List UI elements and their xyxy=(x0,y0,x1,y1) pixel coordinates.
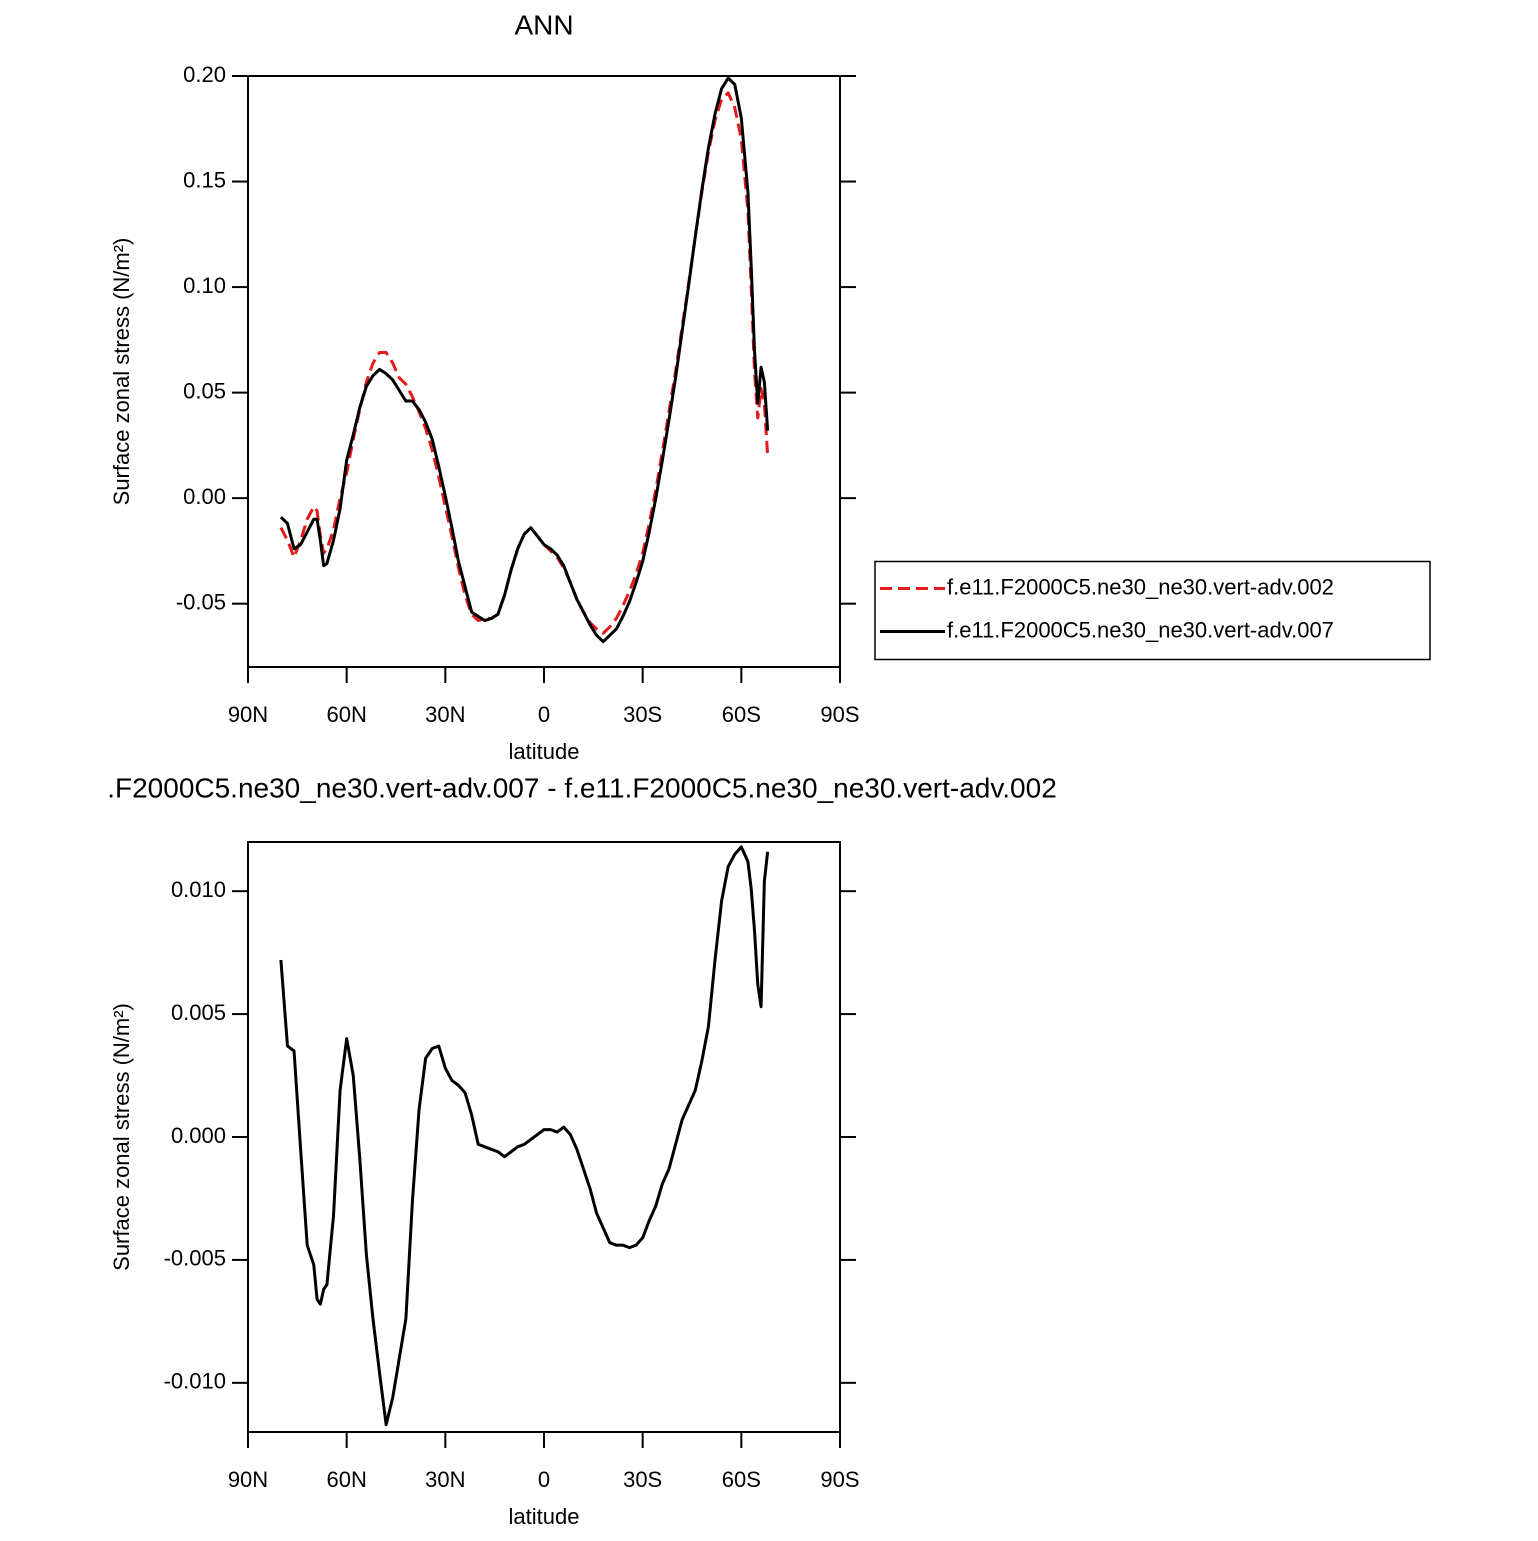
chart-panel: ANN latitude Surface zonal stress (N/m²) 0.… xyxy=(109,9,1431,764)
y-tick-label: 0.010 xyxy=(171,877,226,902)
y-tick-label: 0.000 xyxy=(171,1123,226,1148)
x-tick-label: 30N xyxy=(425,1467,465,1492)
x-tick-label: 30S xyxy=(623,702,662,727)
y-tick-label: 0.005 xyxy=(171,1000,226,1025)
data-line xyxy=(279,845,770,1427)
plot-frame xyxy=(247,841,841,1433)
data-line xyxy=(279,91,770,635)
legend-label: f.e11.F2000C5.ne30_ne30.vert-adv.007 xyxy=(947,617,1334,642)
x-tick-label: 30N xyxy=(425,702,465,727)
y-tick-label: -0.010 xyxy=(164,1369,226,1394)
y-axis-label: Surface zonal stress (N/m²) xyxy=(109,1003,134,1271)
y-tick-label: 0.10 xyxy=(183,273,226,298)
x-tick-label: 60S xyxy=(722,702,761,727)
x-tick-label: 90N xyxy=(228,1467,268,1492)
x-tick-label: 60N xyxy=(326,1467,366,1492)
x-tick-label: 90S xyxy=(820,702,859,727)
x-tick-label: 0 xyxy=(538,1467,550,1492)
x-tick-label: 0 xyxy=(538,702,550,727)
chart-title: .F2000C5.ne30_ne30.vert-adv.007 - f.e11.… xyxy=(107,772,1057,803)
x-tick-label: 90S xyxy=(820,1467,859,1492)
y-tick-label: 0.20 xyxy=(183,62,226,87)
legend-box xyxy=(874,560,1431,661)
y-tick-label: 0.05 xyxy=(183,378,226,403)
chart-title: ANN xyxy=(514,9,573,40)
y-tick-label: 0.15 xyxy=(183,167,226,192)
y-tick-label: -0.005 xyxy=(164,1246,226,1271)
y-tick-label: -0.05 xyxy=(176,589,226,614)
data-line xyxy=(279,76,770,644)
legend-label: f.e11.F2000C5.ne30_ne30.vert-adv.002 xyxy=(947,574,1334,599)
plot-frame xyxy=(247,75,841,668)
y-axis-label: Surface zonal stress (N/m²) xyxy=(109,238,134,506)
x-tick-label: 60S xyxy=(722,1467,761,1492)
x-axis-label: latitude xyxy=(509,1504,580,1529)
chart-panel: .F2000C5.ne30_ne30.vert-adv.007 - f.e11.… xyxy=(107,772,1057,1528)
x-axis-label: latitude xyxy=(509,739,580,764)
x-tick-label: 90N xyxy=(228,702,268,727)
x-tick-label: 60N xyxy=(326,702,366,727)
y-tick-label: 0.00 xyxy=(183,484,226,509)
x-tick-label: 30S xyxy=(623,1467,662,1492)
